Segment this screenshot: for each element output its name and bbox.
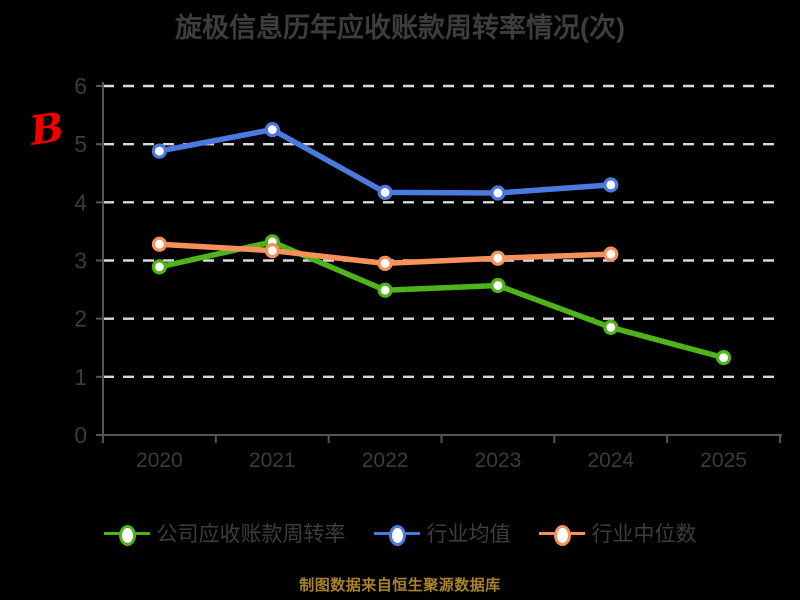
data-point-marker [603,246,619,262]
y-tick-label: 4 [74,189,87,215]
x-tick-label: 2020 [136,449,183,472]
data-point-marker [377,282,393,298]
y-tick-label: 6 [74,73,87,99]
series-line [156,239,727,361]
data-point-marker [151,236,167,252]
data-point-marker [377,255,393,271]
legend-dot-swatch [388,525,406,546]
x-tick-label: 2022 [362,449,409,472]
y-tick-label: 3 [74,248,87,274]
data-point-marker [490,277,506,294]
data-point-marker [264,122,280,138]
series-line-group [156,126,727,361]
legend-item[interactable]: 行业中位数 [538,518,697,548]
page-title: 旋极信息历年应收账款周转率情况(次) [175,13,625,43]
data-point-marker [603,319,619,335]
x-tick-label: 2025 [700,449,747,472]
chart-legend: 公司应收账款周转率 行业均值 行业中位数 [0,518,800,548]
data-point-marker [264,243,280,259]
legend-item-label: 公司应收账款周转率 [156,523,346,546]
series-line [156,126,614,196]
data-point-marker [490,250,506,266]
legend-marker-icon [373,522,420,546]
legend-item[interactable]: 公司应收账款周转率 [103,518,346,548]
y-tick-label: 2 [74,306,87,332]
legend-item-label: 行业中位数 [591,523,697,546]
source-footnote: 制图数据来自恒生聚源数据库 [299,577,501,594]
y-tick-label: 5 [74,131,87,157]
data-point-marker [151,259,167,275]
data-point-marker [715,350,732,366]
data-point-marker [377,184,393,200]
axis-group [96,82,782,443]
legend-marker-icon [538,522,585,546]
y-tick-label: 1 [74,364,87,390]
gridline-group [103,84,782,379]
y-tick-label: 0 [74,422,87,448]
y-tick-label-group: 0 1 2 3 4 5 6 [74,73,87,448]
x-tick-label: 2023 [475,449,522,472]
legend-item-label: 行业均值 [426,523,511,546]
x-tick-label-group: 2020 2021 2022 2023 2024 2025 [136,449,747,472]
legend-item[interactable]: 行业均值 [373,518,511,548]
legend-dot-swatch [118,525,136,546]
x-tick-label: 2024 [587,449,634,472]
x-tick-label: 2021 [249,449,296,472]
legend-dot-swatch [553,525,571,546]
data-point-marker [151,143,167,159]
series-marker-group [151,122,732,366]
data-point-marker [603,177,619,193]
legend-marker-icon [103,522,150,546]
data-point-marker [490,185,506,201]
